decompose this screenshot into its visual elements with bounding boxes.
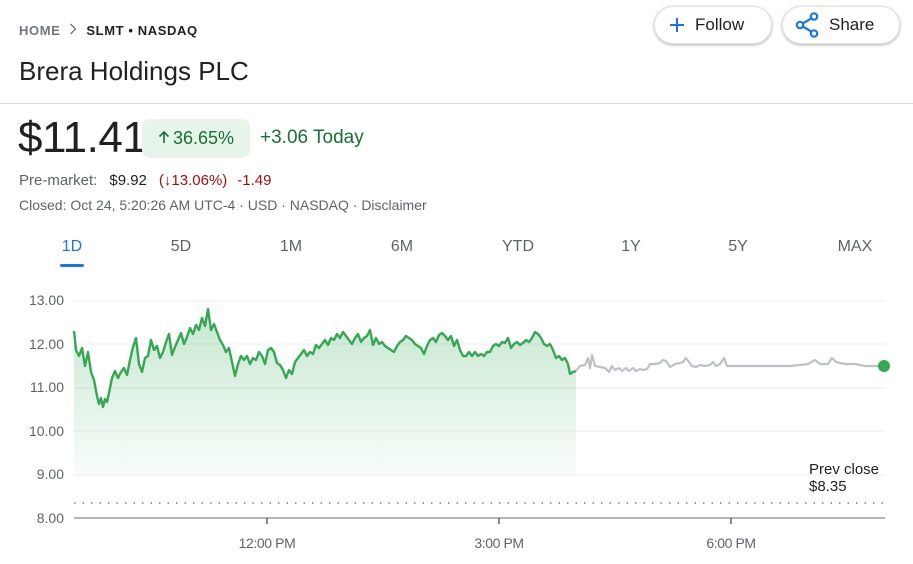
follow-button[interactable]: Follow <box>654 6 772 44</box>
time-range-tabs: 1D 5D 1M 6M YTD 1Y 5Y MAX <box>0 238 913 268</box>
prev-close-value: $8.35 <box>809 478 847 495</box>
breadcrumb-home-link[interactable]: HOME <box>19 22 61 38</box>
breadcrumb: HOME SLMT • NASDAQ <box>19 22 198 38</box>
active-tab-indicator <box>60 264 84 267</box>
tab-label: 6M <box>390 238 414 255</box>
price-area-fill <box>74 309 576 475</box>
share-icon <box>795 12 819 38</box>
market-status: Closed: Oct 24, 5:20:26 AM UTC-4 · USD ·… <box>19 197 427 213</box>
page-title: Brera Holdings PLC <box>19 56 249 86</box>
y-tick-label: 8.00 <box>36 510 64 526</box>
x-tick-label: 6:00 PM <box>706 535 756 551</box>
tab-5d[interactable]: 5D <box>169 238 193 256</box>
tab-ytd[interactable]: YTD <box>500 238 536 256</box>
price-chart[interactable] <box>0 285 913 564</box>
premarket-label: Pre-market: <box>19 172 98 189</box>
change-percent-badge: 36.65% <box>142 119 250 158</box>
follow-label: Follow <box>695 15 745 34</box>
prev-close-label: Prev close <box>809 461 880 478</box>
tab-1m[interactable]: 1M <box>279 238 303 256</box>
tab-6m[interactable]: 6M <box>389 238 415 256</box>
tab-label: 5Y <box>728 238 748 255</box>
y-tick-label: 11.00 <box>30 379 64 395</box>
y-tick-label: 13.00 <box>28 292 64 308</box>
chevron-right-icon <box>69 22 77 38</box>
x-tick-label: 12:00 PM <box>238 535 296 551</box>
tab-max[interactable]: MAX <box>835 238 875 256</box>
tab-label: MAX <box>837 238 873 255</box>
tab-1d[interactable]: 1D <box>60 238 84 267</box>
x-tick-label: 3:00 PM <box>474 535 524 551</box>
change-today: +3.06 Today <box>260 127 364 148</box>
tab-5y[interactable]: 5Y <box>727 238 749 256</box>
last-price-marker <box>878 360 890 372</box>
plus-icon <box>669 17 685 33</box>
current-price: $11.41 <box>18 113 147 162</box>
price-line-afterhours <box>575 353 884 374</box>
premarket-change: -1.49 <box>237 172 272 189</box>
change-percent: 36.65% <box>172 128 235 148</box>
arrow-up-icon <box>158 129 170 149</box>
tab-label: YTD <box>502 238 534 255</box>
tab-label: 1D <box>61 238 83 255</box>
price-line-regular <box>72 307 577 409</box>
tab-label: 1Y <box>621 238 641 255</box>
header-divider <box>0 103 913 104</box>
prev-close-annotation: Prev close $8.35 <box>809 461 879 495</box>
y-tick-label: 10.00 <box>28 423 64 439</box>
premarket-price: $9.92 <box>109 172 147 189</box>
premarket-row: Pre-market: $9.92 (↓13.06%) -1.49 <box>19 172 271 189</box>
y-tick-label: 9.00 <box>36 466 64 482</box>
breadcrumb-ticker: SLMT • NASDAQ <box>86 22 198 38</box>
share-button[interactable]: Share <box>782 6 900 44</box>
tab-label: 5D <box>170 238 192 255</box>
share-label: Share <box>829 15 875 34</box>
tab-label: 1M <box>279 238 303 255</box>
y-tick-label: 12.00 <box>28 336 64 352</box>
tab-1y[interactable]: 1Y <box>621 238 641 256</box>
premarket-percent: (↓13.06%) <box>158 172 228 189</box>
